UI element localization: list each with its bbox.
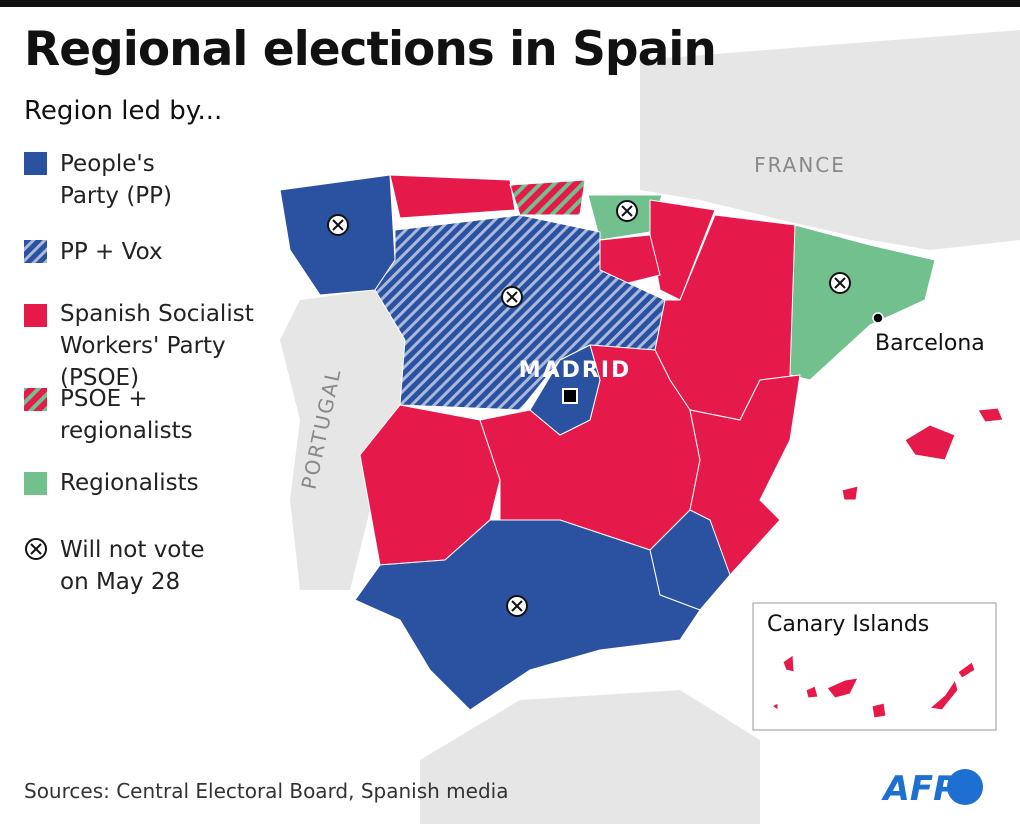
inset-title: Canary Islands	[767, 612, 929, 637]
source: Sources: Central Electoral Board, Spanis…	[24, 779, 509, 803]
country-label: FRANCE	[754, 153, 846, 177]
subtitle: Region led by...	[24, 96, 223, 126]
madrid-marker	[562, 388, 578, 404]
top-bar	[0, 0, 1020, 7]
no-vote-markers	[25, 200, 851, 617]
background-land	[280, 30, 1020, 824]
legend-label: PP + Vox	[60, 239, 163, 265]
legend-swatches	[24, 152, 47, 495]
legend-label: Spanish Socialist Workers' Party (PSOE)	[60, 301, 254, 391]
city-label: Barcelona	[875, 331, 985, 356]
legend-label: People's Party (PP)	[60, 151, 173, 209]
legend-label: PSOE + regionalists	[60, 386, 193, 444]
legend-label: Regionalists	[60, 470, 199, 496]
logo: AFP	[881, 769, 959, 809]
logo-dot	[947, 769, 983, 805]
canary-inset: Canary Islands	[752, 602, 997, 731]
city-label: MADRID	[519, 358, 632, 383]
legend-label: Will not vote on May 28	[60, 537, 205, 595]
title: Regional elections in Spain	[24, 22, 717, 77]
barcelona-marker	[872, 312, 884, 324]
